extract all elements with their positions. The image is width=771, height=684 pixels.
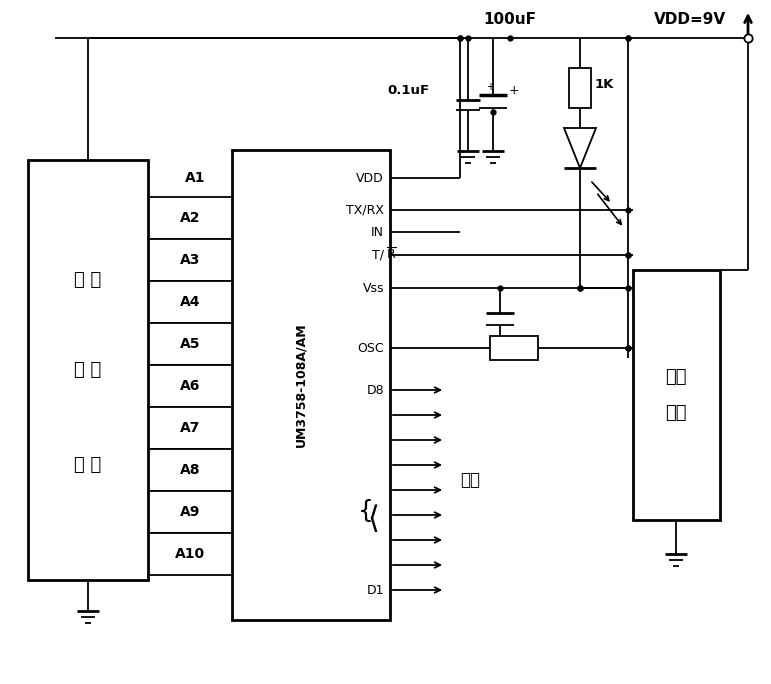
Text: A1: A1 [185,171,205,185]
Text: 接收: 接收 [665,368,687,386]
Text: OSC: OSC [358,341,384,354]
Bar [148,281,232,323]
Text: +: + [486,82,494,92]
Bar [569,68,591,108]
Text: ⟨: ⟨ [367,505,379,534]
Text: 输出: 输出 [460,471,480,489]
Text: A6: A6 [180,379,200,393]
Text: 开 关: 开 关 [74,456,102,474]
Bar [148,491,232,533]
Text: $\{$: $\{$ [357,497,372,523]
Text: D8: D8 [366,384,384,397]
Text: A8: A8 [180,463,200,477]
Text: 编 码: 编 码 [74,361,102,379]
Text: IN: IN [371,226,384,239]
Bar [148,449,232,491]
Text: +: + [509,83,520,96]
Text: A2: A2 [180,211,200,225]
Text: TX/RX: TX/RX [346,204,384,217]
Text: A4: A4 [180,295,200,309]
Bar [148,407,232,449]
Bar [232,150,390,620]
Text: $\mathregular{\overline{R}}$: $\mathregular{\overline{R}}$ [386,247,397,263]
Text: 电路: 电路 [665,404,687,422]
Bar [490,336,538,360]
Text: 100uF: 100uF [483,12,537,27]
Text: A9: A9 [180,505,200,519]
Text: VDD: VDD [356,172,384,185]
Text: A7: A7 [180,421,200,435]
Text: A5: A5 [180,337,200,351]
Text: 三 态: 三 态 [74,271,102,289]
Text: T/: T/ [372,248,384,261]
Bar [633,270,720,520]
Text: D1: D1 [366,583,384,596]
Text: Vss: Vss [362,282,384,295]
Bar [148,323,232,365]
Bar [148,365,232,407]
Text: UM3758-108A/AM: UM3758-108A/AM [295,323,308,447]
Bar [148,533,232,575]
Text: VDD=9V: VDD=9V [654,12,726,27]
Text: 0.1uF: 0.1uF [388,83,430,96]
Bar [148,197,232,239]
Text: A3: A3 [180,253,200,267]
Text: A10: A10 [175,547,205,561]
Bar [148,239,232,281]
Text: 1K: 1K [595,79,614,92]
Bar [28,160,148,580]
